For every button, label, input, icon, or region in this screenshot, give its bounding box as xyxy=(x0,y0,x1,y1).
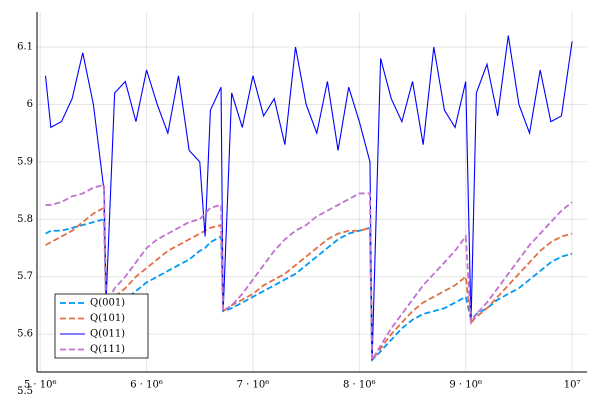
x-tick-label: 10⁷ xyxy=(564,380,581,391)
series-line xyxy=(45,183,573,364)
legend-label: Q(111) xyxy=(90,344,125,355)
y-tick-label: 5.8 xyxy=(17,214,33,225)
x-tick-label: 7 · 10⁶ xyxy=(237,380,270,391)
legend-label: Q(011) xyxy=(90,329,125,340)
legend-box xyxy=(54,293,149,359)
series-line xyxy=(45,206,573,363)
y-tick-label: 5.9 xyxy=(17,156,33,167)
legend: Q(001) Q(101) Q(011) Q(111) xyxy=(54,293,149,359)
y-tick-label: 5.6 xyxy=(17,329,33,340)
series-line xyxy=(44,35,573,360)
legend-label: Q(001) xyxy=(90,298,125,309)
x-tick-label: 9 · 10⁶ xyxy=(449,380,482,391)
x-tick-label: 6 · 10⁶ xyxy=(130,380,163,391)
y-tick-label: 5.5 xyxy=(17,386,33,397)
y-tick-label: 6 xyxy=(27,99,33,110)
x-tick-label: 5 · 10⁶ xyxy=(24,380,57,391)
legend-label: Q(101) xyxy=(90,313,125,324)
y-tick-label: 5.7 xyxy=(17,271,33,282)
y-tick-label: 6.1 xyxy=(17,42,33,53)
x-tick-label: 8 · 10⁶ xyxy=(343,380,376,391)
